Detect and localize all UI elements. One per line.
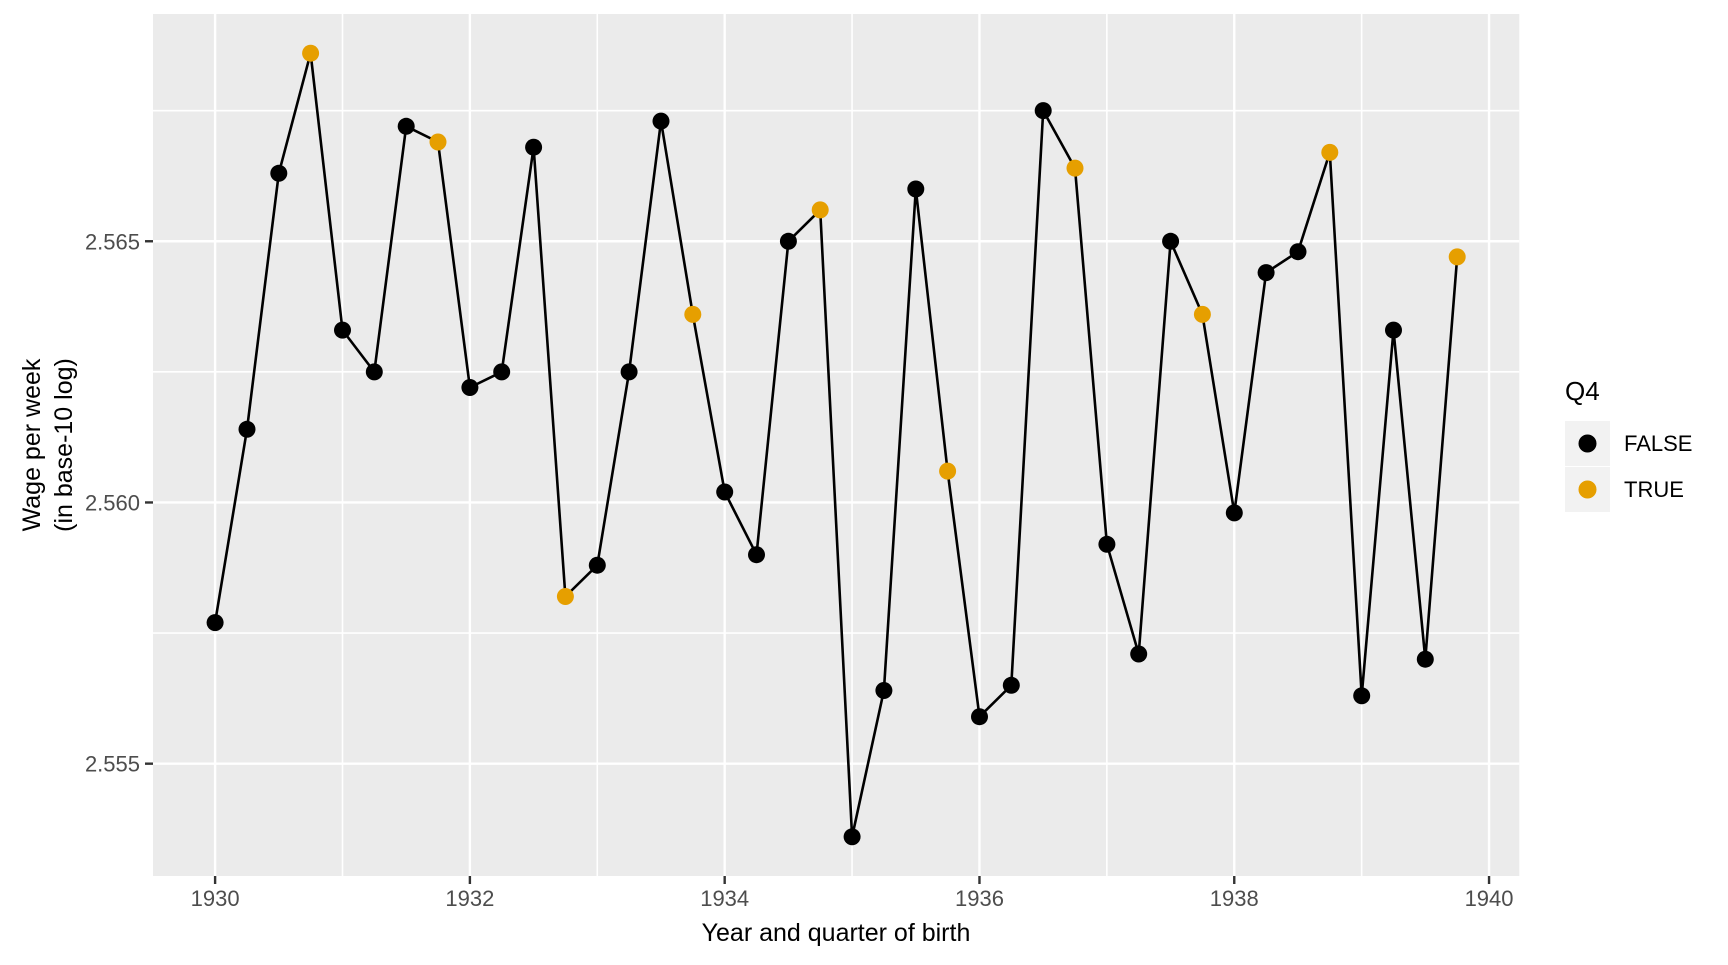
data-point-q4-false (525, 138, 543, 156)
data-series (206, 44, 1466, 846)
y-axis-title-line2: (in base-10 log) (50, 358, 78, 532)
x-tick-label: 1938 (1210, 886, 1259, 911)
data-point-q4-false (461, 379, 479, 396)
legend-title: Q4 (1565, 376, 1600, 406)
x-tick-label: 1930 (191, 886, 240, 911)
data-point-q4-false (875, 682, 893, 699)
data-point-q4-false (1034, 102, 1052, 120)
data-point-q4-true (1321, 143, 1339, 161)
x-tick-label: 1934 (700, 886, 749, 911)
data-point-q4-false (1416, 650, 1434, 668)
legend-label-true: TRUE (1624, 477, 1684, 502)
legend-dot-false-icon (1578, 434, 1597, 453)
data-point-q4-false (238, 420, 256, 438)
data-point-q4-false (971, 708, 988, 726)
y-tick-label: 2.555 (85, 752, 140, 777)
data-point-q4-false (1002, 676, 1020, 694)
data-point-q4-false (1098, 535, 1116, 553)
x-tick-label: 1932 (445, 886, 494, 911)
axis-tick-marks (145, 240, 1491, 884)
data-point-q4-false (365, 363, 383, 381)
data-point-q4-false (1385, 321, 1402, 339)
data-point-q4-true (1448, 248, 1466, 266)
data-point-q4-false (907, 180, 925, 198)
data-point-q4-true (556, 588, 574, 605)
gridlines-major (153, 14, 1520, 876)
data-point-q4-false (1130, 645, 1148, 663)
plot-panel (153, 14, 1520, 876)
data-point-q4-false (843, 828, 861, 846)
data-point-q4-false (270, 164, 288, 182)
x-tick-label: 1940 (1465, 886, 1514, 911)
data-point-q4-false (1162, 232, 1180, 250)
legend-label-false: FALSE (1624, 431, 1692, 456)
y-tick-label: 2.565 (85, 229, 140, 254)
axis-tick-labels: 1930 1932 1934 1936 1938 1940 2.555 2.560 2.565 (85, 229, 1514, 911)
data-point-q4-false (748, 546, 765, 564)
data-point-q4-false (1289, 243, 1307, 261)
y-axis-title-line1: Wage per week (18, 358, 46, 531)
data-point-q4-false (397, 117, 415, 135)
legend: Q4 FALSE TRUE (1565, 376, 1692, 512)
data-point-q4-false (493, 363, 511, 381)
data-point-q4-false (716, 483, 734, 501)
data-point-q4-false (588, 556, 606, 574)
data-point-q4-true (684, 305, 702, 323)
data-point-q4-false (652, 112, 670, 130)
data-point-q4-true (1066, 159, 1084, 177)
data-line (213, 51, 1459, 839)
data-point-q4-false (779, 232, 797, 250)
data-point-q4-false (206, 614, 224, 632)
y-axis-title: Wage per week (in base-10 log) (18, 358, 78, 532)
x-axis-title: Year and quarter of birth (702, 919, 971, 947)
data-point-q4-true (939, 462, 957, 480)
x-tick-label: 1936 (955, 886, 1004, 911)
data-point-q4-false (1225, 504, 1243, 522)
data-point-q4-false (1353, 687, 1371, 705)
data-point-q4-true (811, 201, 829, 219)
data-point-q4-false (620, 363, 638, 381)
data-point-q4-false (1257, 264, 1275, 282)
data-point-q4-true (1193, 305, 1211, 323)
data-point-q4-true (302, 44, 320, 62)
y-tick-label: 2.560 (85, 490, 140, 515)
data-point-q4-false (334, 321, 351, 339)
legend-dot-true-icon (1578, 480, 1597, 499)
data-point-q4-true (429, 133, 447, 151)
